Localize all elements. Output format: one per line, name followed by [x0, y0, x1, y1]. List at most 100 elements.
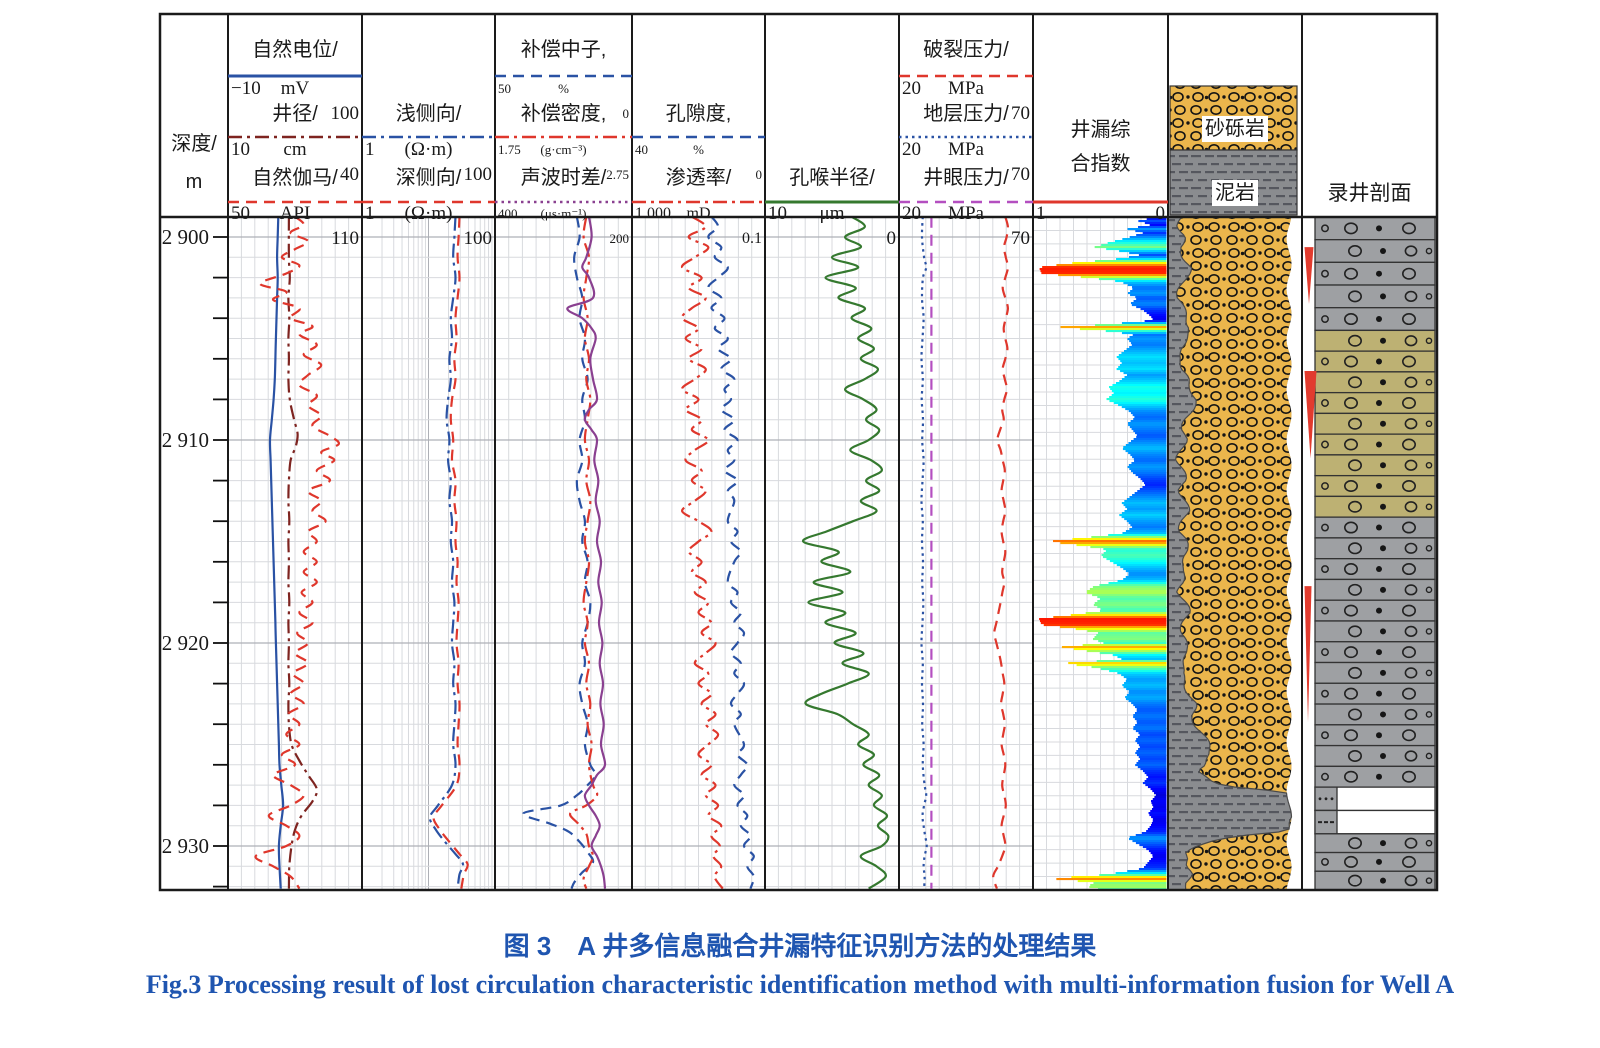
scale-min: 20 — [902, 203, 921, 224]
scale-max: 200 — [609, 231, 630, 246]
track-header-lithology: 砂砾岩 泥岩 — [1168, 14, 1302, 217]
header-scale-row: 1 (Ω·m) 100 — [362, 201, 495, 249]
track-header-depth: 深度/m — [160, 14, 228, 217]
scale-line-dash-icon — [899, 200, 1033, 204]
scale-min: 10 — [768, 203, 787, 224]
curve-name-label: 补偿中子, — [520, 39, 607, 61]
scale-min: 50 — [498, 81, 511, 96]
profile-block — [1314, 350, 1436, 373]
curve-name-label: 井径/ — [272, 103, 318, 125]
curve-name-label: 浅侧向/ — [395, 103, 462, 125]
profile-block — [1314, 307, 1436, 332]
scale-min: 1 — [365, 203, 375, 224]
scale-unit: MPa — [948, 78, 984, 99]
scale-unit: % — [693, 142, 704, 157]
curve-name-label: 自然伽马/ — [252, 167, 338, 189]
profile-block — [1314, 599, 1436, 622]
header-scale-row: 20 MPa 70 — [899, 76, 1033, 124]
profile-block — [1314, 682, 1436, 705]
curve-lld — [432, 218, 469, 889]
scale-min: 1.75 — [498, 142, 521, 157]
profile-column — [1304, 216, 1436, 891]
caption-chinese: 图 3 A 井多信息融合井漏特征识别方法的处理结果 — [503, 931, 1097, 961]
profile-block — [1314, 765, 1436, 788]
track-header-leak-index: 井漏综 合指数 1 0 — [1033, 14, 1168, 224]
scale-line-dash-icon — [362, 200, 495, 204]
track-header-porosity-logs: 补偿中子, 50% 0 补偿密度, 1.75 (g·cm⁻³) 2.75 声波时差/400 (μ… — [495, 14, 632, 246]
scale-min: 40 — [635, 142, 648, 157]
depth-label: 2 910 — [162, 428, 209, 452]
scale-unit: (g·cm⁻³) — [540, 142, 587, 157]
scale-line-dash-icon — [632, 135, 765, 139]
profile-block — [1314, 516, 1436, 539]
scale-line-dash-icon — [228, 200, 362, 204]
header-scale-row: 50 API 110 — [228, 201, 362, 249]
scale-unit: (Ω·m) — [404, 203, 453, 224]
scale-unit: mV — [280, 78, 310, 99]
curve-name-label: 补偿密度, — [520, 103, 607, 125]
scale-max: 70 — [1011, 164, 1030, 185]
scale-max: 70 — [1011, 103, 1030, 124]
scale-max: 100 — [330, 103, 360, 124]
curve-name-label: 井眼压力/ — [923, 167, 1009, 189]
curve-pp — [920, 218, 928, 889]
scale-unit: (μs·m⁻¹) — [540, 206, 587, 221]
header-scale-row: 1 (Ω·m) 100 — [362, 137, 495, 185]
curve-name-label: 孔喉半径/ — [789, 167, 875, 189]
scale-line-dash-icon — [495, 74, 632, 78]
scale-max: 0.1 — [742, 230, 762, 247]
header-scale-row: 400 (μs·m⁻¹) 200 — [495, 201, 632, 246]
profile-block — [1314, 641, 1436, 664]
log-curves — [254, 218, 1010, 889]
scale-unit: (Ω·m) — [404, 139, 453, 160]
scale-min: 10 — [231, 139, 250, 160]
depth-label: 2 900 — [162, 225, 209, 249]
curve-ac — [566, 218, 607, 889]
scale-unit: API — [279, 203, 311, 224]
curve-gr — [254, 218, 340, 889]
scale-min: 20 — [902, 78, 921, 99]
scale-min: 1 000 — [635, 205, 671, 222]
profile-title: 录井剖面 — [1327, 182, 1412, 205]
profile-block — [1314, 558, 1436, 581]
profile-block — [1314, 724, 1436, 747]
track-grids — [228, 217, 1168, 890]
scale-max: 0 — [886, 228, 897, 249]
scale-max: 100 — [463, 164, 493, 185]
loss-marker-triangle — [1304, 370, 1317, 459]
header-scale-row: 1 000 mD 0.1 — [632, 201, 765, 247]
loss-marker-triangle — [1304, 586, 1312, 723]
scale-min: −10 — [231, 78, 261, 99]
scale-max: 0 — [622, 106, 630, 121]
scale-line-dashdot-icon — [362, 135, 495, 139]
curve-caliper — [287, 218, 319, 889]
lithology-column — [1168, 85, 1302, 890]
curve-name-label: 深侧向/ — [395, 167, 462, 189]
scale-line-solid-icon — [765, 200, 899, 204]
scale-max: 70 — [1011, 228, 1030, 249]
scale-max: 100 — [463, 228, 493, 249]
curve-por — [707, 218, 755, 889]
curve-pf — [992, 218, 1010, 889]
header-scale-row: 20 MPa 70 — [899, 201, 1033, 249]
scale-min: 1 — [1036, 203, 1046, 224]
header-scale-row: 40% 0 — [632, 137, 765, 182]
header-scale-row: 1.75 (g·cm⁻³) 2.75 — [495, 137, 632, 182]
curve-rc — [802, 218, 890, 889]
scale-unit: μm — [819, 203, 845, 224]
scale-min: 50 — [231, 203, 250, 224]
header-scale-row: 10 μm 0 — [765, 201, 899, 249]
caption-english: Fig.3 Processing result of lost circulat… — [145, 970, 1455, 999]
profile-block — [1314, 216, 1436, 241]
curve-name-label: 孔隙度, — [665, 103, 732, 125]
track-header-profile: 录井剖面 — [1302, 14, 1437, 217]
track-header-laterolog: 浅侧向/1 (Ω·m) 100 深侧向/1 (Ω·m) 100 — [362, 14, 495, 249]
scale-line-solid-icon — [1033, 200, 1168, 204]
index-name-line1: 井漏综 — [1070, 119, 1131, 141]
scale-unit: MPa — [948, 139, 984, 160]
scale-line-dashdot-icon — [632, 200, 765, 204]
scale-line-dash-icon — [899, 74, 1033, 78]
profile-block — [1314, 474, 1436, 498]
